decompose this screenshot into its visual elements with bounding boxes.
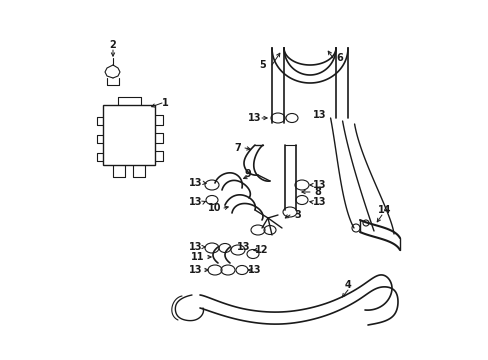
Text: 14: 14 — [378, 205, 391, 215]
Text: 7: 7 — [234, 143, 241, 153]
Text: 11: 11 — [191, 252, 204, 262]
Text: 13: 13 — [313, 110, 326, 120]
Text: 1: 1 — [162, 98, 168, 108]
Text: 3: 3 — [294, 210, 301, 220]
Text: 13: 13 — [189, 178, 203, 188]
Circle shape — [351, 224, 359, 232]
Text: 13: 13 — [313, 180, 326, 190]
Text: 13: 13 — [237, 242, 250, 252]
Text: 4: 4 — [344, 280, 351, 290]
Text: 2: 2 — [109, 40, 116, 50]
Text: 13: 13 — [189, 197, 203, 207]
Text: 12: 12 — [255, 245, 268, 255]
Text: 13: 13 — [313, 197, 326, 207]
Bar — [103, 105, 155, 165]
Circle shape — [362, 220, 368, 226]
Text: 5: 5 — [259, 60, 266, 70]
Text: 6: 6 — [336, 53, 343, 63]
Text: 9: 9 — [244, 169, 251, 179]
Text: 13: 13 — [248, 265, 261, 275]
Text: 10: 10 — [208, 203, 221, 213]
Text: 13: 13 — [189, 265, 203, 275]
Text: 13: 13 — [248, 113, 261, 123]
Text: 13: 13 — [189, 242, 203, 252]
Text: 8: 8 — [314, 187, 321, 197]
